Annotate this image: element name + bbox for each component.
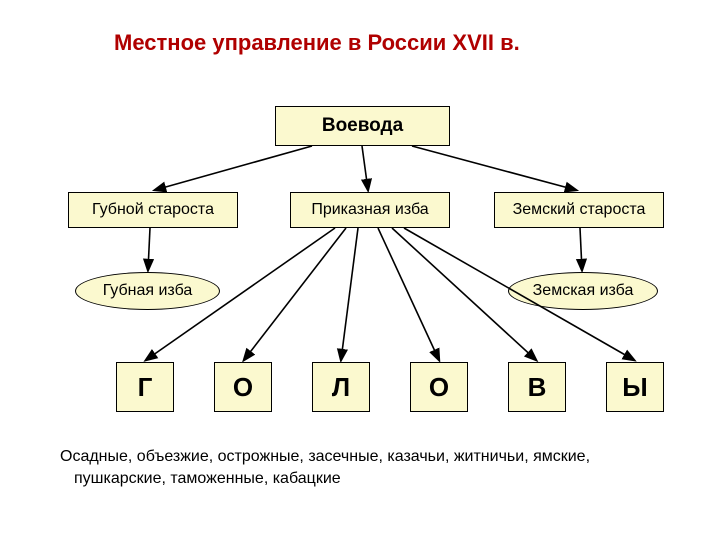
node-voevoda: Воевода (275, 106, 450, 146)
diagram-canvas: Местное управление в России XVII в. Воев… (0, 0, 720, 540)
node-zemsky-starosta: Земский староста (494, 192, 664, 228)
node-zemskaya-izba: Земская изба (508, 272, 658, 310)
footnote-line-1: Осадные, объезжие, острожные, засечные, … (60, 446, 590, 468)
footnote: Осадные, объезжие, острожные, засечные, … (60, 446, 590, 489)
letter-box-4: В (508, 362, 566, 412)
letter-box-5: Ы (606, 362, 664, 412)
footnote-line-2: пушкарские, таможенные, кабацкие (60, 468, 590, 490)
node-gubnaya-izba: Губная изба (75, 272, 220, 310)
letter-box-2: Л (312, 362, 370, 412)
node-prikaznaya-izba: Приказная изба (290, 192, 450, 228)
letter-box-1: О (214, 362, 272, 412)
diagram-title: Местное управление в России XVII в. (114, 30, 520, 56)
letter-box-0: Г (116, 362, 174, 412)
node-gubnoi-starosta: Губной староста (68, 192, 238, 228)
letter-box-3: О (410, 362, 468, 412)
